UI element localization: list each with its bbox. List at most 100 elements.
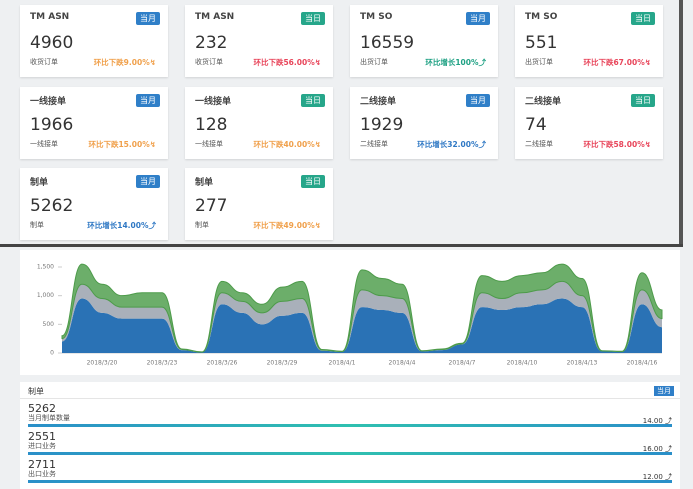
card-label: 制单	[30, 221, 44, 229]
stat-card: 二线接单 当月 1929 二线接单 环比增长32.00%⤴	[350, 87, 498, 159]
item-label: 当月制单数量	[28, 414, 70, 422]
x-tick-label: 2018/4/1	[329, 360, 356, 367]
chart: 0 500 1,000 1,500 2018/3/20 2018/3/23 2018/3/2…	[37, 263, 663, 367]
card-value: 277	[195, 196, 228, 216]
stat-card: TM ASN 当月 4960 收货订单 环比下跌9.00%↯	[20, 5, 168, 77]
area	[61, 263, 663, 353]
scrollbar	[679, 0, 683, 246]
card-title: 二线接单	[525, 97, 562, 107]
card-value: 232	[195, 33, 228, 53]
stat-card: 一线接单 当日 128 一线接单 环比下跌40.00%↯	[185, 87, 333, 159]
card-change: 环比下跌56.00%↯	[253, 58, 321, 67]
card-badge: 当月	[136, 12, 160, 25]
card-title: TM ASN	[30, 12, 70, 22]
card-badge: 当月	[466, 94, 490, 107]
x-tick-label: 2018/3/26	[207, 360, 238, 367]
card-change: 环比增长100%⤴	[425, 58, 486, 67]
card-title: 一线接单	[195, 97, 232, 107]
card-label: 出货订单	[360, 58, 388, 66]
card-value: 128	[195, 115, 228, 135]
item-value: 2711	[28, 458, 56, 471]
card-label: 制单	[195, 221, 209, 229]
item-bar	[28, 480, 672, 483]
item-bar	[28, 424, 672, 427]
x-tick-label: 2018/3/20	[87, 360, 118, 367]
card-label: 一线接单	[195, 140, 223, 148]
summary-panel: 制单 当月 5262 当月制单数量 14.00 ⤴ 2551 进口业务 16.00 ⤴ 27…	[20, 382, 680, 489]
card-badge: 当日	[631, 12, 655, 25]
card-change: 环比下跌67.00%↯	[583, 58, 651, 67]
card-badge: 当日	[301, 175, 325, 188]
card-label: 出货订单	[525, 58, 553, 66]
x-tick-label: 2018/4/10	[507, 360, 538, 367]
card-title: TM SO	[360, 12, 393, 22]
x-tick-label: 2018/3/29	[267, 360, 298, 367]
card-label: 收货订单	[195, 58, 223, 66]
item-rate: 14.00 ⤴	[642, 417, 672, 425]
card-value: 1929	[360, 115, 404, 135]
card-badge: 当日	[631, 94, 655, 107]
stat-card: 一线接单 当月 1966 一线接单 环比下跌15.00%↯	[20, 87, 168, 159]
card-value: 4960	[30, 33, 74, 53]
card-change: 环比下跌9.00%↯	[93, 58, 156, 67]
card-title: TM ASN	[195, 12, 235, 22]
x-tick-label: 2018/3/23	[147, 360, 178, 367]
y-tick-label: 500	[43, 321, 55, 328]
card-title: 制单	[195, 178, 214, 188]
stat-card: TM SO 当月 16559 出货订单 环比增长100%⤴	[350, 5, 498, 77]
panel-title: 制单	[28, 387, 44, 396]
item-value: 5262	[28, 402, 56, 415]
card-label: 收货订单	[30, 58, 58, 66]
panel-badge: 当月	[654, 386, 674, 396]
panel-item: 2551 进口业务 16.00 ⤴	[28, 431, 672, 455]
card-title: TM SO	[525, 12, 558, 22]
panel-rule	[20, 398, 680, 399]
area	[62, 281, 662, 353]
item-rate: 12.00 ⤴	[642, 473, 672, 481]
x-tick-label: 2018/4/7	[449, 360, 476, 367]
item-label: 出口业务	[28, 470, 56, 478]
card-title: 一线接单	[30, 97, 67, 107]
card-badge: 当月	[136, 175, 160, 188]
stat-card: TM SO 当日 551 出货订单 环比下跌67.00%↯	[515, 5, 663, 77]
stat-card: 制单 当日 277 制单 环比下跌49.00%↯	[185, 168, 333, 240]
card-change: 环比增长14.00%⤴	[87, 221, 156, 230]
card-badge: 当月	[136, 94, 160, 107]
card-title: 制单	[30, 178, 49, 188]
item-value: 2551	[28, 430, 56, 443]
card-value: 16559	[360, 33, 415, 53]
y-tick-label: 1,500	[37, 264, 54, 271]
card-value: 551	[525, 33, 558, 53]
item-bar	[28, 452, 672, 455]
x-tick-label: 2018/4/4	[389, 360, 416, 367]
stat-card: TM ASN 当日 232 收货订单 环比下跌56.00%↯	[185, 5, 333, 77]
card-title: 二线接单	[360, 97, 397, 107]
card-badge: 当日	[301, 12, 325, 25]
card-label: 二线接单	[360, 140, 388, 148]
panel-item: 5262 当月制单数量 14.00 ⤴	[28, 403, 672, 427]
card-value: 5262	[30, 196, 74, 216]
y-tick-label: 0	[50, 350, 54, 357]
item-label: 进口业务	[28, 442, 56, 450]
card-badge: 当月	[466, 12, 490, 25]
area	[62, 298, 662, 353]
panel-item: 2711 出口业务 12.00 ⤴	[28, 459, 672, 483]
stat-card: 二线接单 当日 74 二线接单 环比下跌58.00%↯	[515, 87, 663, 159]
card-label: 二线接单	[525, 140, 553, 148]
y-tick-label: 1,000	[37, 292, 54, 299]
stat-card: 制单 当月 5262 制单 环比增长14.00%⤴	[20, 168, 168, 240]
divider	[0, 244, 683, 247]
card-change: 环比下跌49.00%↯	[253, 221, 321, 230]
x-tick-label: 2018/4/13	[567, 360, 598, 367]
chart-panel: 0 500 1,000 1,500 2018/3/20 2018/3/23 2018/3/2…	[20, 250, 680, 375]
card-label: 一线接单	[30, 140, 58, 148]
card-value: 1966	[30, 115, 74, 135]
card-change: 环比增长32.00%⤴	[417, 140, 486, 149]
x-tick-label: 2018/4/16	[627, 360, 658, 367]
card-change: 环比下跌15.00%↯	[88, 140, 156, 149]
card-value: 74	[525, 115, 547, 135]
card-change: 环比下跌58.00%↯	[583, 140, 651, 149]
card-badge: 当日	[301, 94, 325, 107]
item-rate: 16.00 ⤴	[642, 445, 672, 453]
